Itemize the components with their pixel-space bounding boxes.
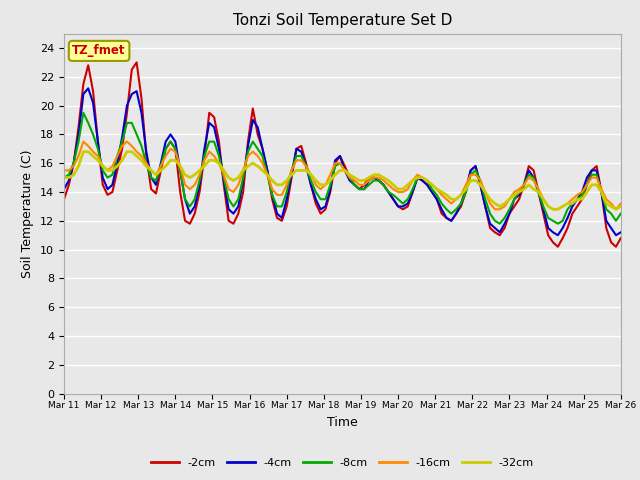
-32cm bbox=[254, 163, 262, 169]
-8cm bbox=[496, 221, 504, 227]
-16cm bbox=[520, 182, 528, 188]
-2cm bbox=[583, 182, 591, 188]
-16cm bbox=[404, 186, 412, 192]
Line: -4cm: -4cm bbox=[64, 88, 621, 235]
-8cm bbox=[520, 182, 528, 188]
-4cm bbox=[583, 175, 591, 180]
-2cm bbox=[438, 211, 445, 216]
-2cm bbox=[530, 168, 538, 173]
-16cm bbox=[79, 139, 87, 144]
-4cm bbox=[515, 192, 523, 198]
-2cm bbox=[617, 235, 625, 241]
-2cm bbox=[404, 204, 412, 209]
-2cm bbox=[60, 196, 68, 202]
-4cm bbox=[554, 232, 562, 238]
-8cm bbox=[404, 196, 412, 202]
-8cm bbox=[254, 146, 262, 152]
-2cm bbox=[254, 132, 262, 137]
-32cm bbox=[438, 189, 445, 195]
-4cm bbox=[60, 186, 68, 192]
-4cm bbox=[530, 175, 538, 180]
-2cm bbox=[132, 60, 140, 65]
-16cm bbox=[60, 168, 68, 173]
-32cm bbox=[60, 175, 68, 180]
-16cm bbox=[254, 153, 262, 159]
Text: TZ_fmet: TZ_fmet bbox=[72, 44, 126, 58]
-16cm bbox=[534, 186, 542, 192]
-32cm bbox=[549, 206, 557, 212]
Y-axis label: Soil Temperature (C): Soil Temperature (C) bbox=[22, 149, 35, 278]
Legend: -2cm, -4cm, -8cm, -16cm, -32cm: -2cm, -4cm, -8cm, -16cm, -32cm bbox=[147, 453, 538, 472]
Line: -2cm: -2cm bbox=[64, 62, 621, 247]
-32cm bbox=[617, 204, 625, 209]
-4cm bbox=[617, 229, 625, 235]
-32cm bbox=[404, 182, 412, 188]
Line: -32cm: -32cm bbox=[64, 152, 621, 209]
X-axis label: Time: Time bbox=[327, 416, 358, 429]
-16cm bbox=[491, 206, 499, 212]
-2cm bbox=[515, 196, 523, 202]
Title: Tonzi Soil Temperature Set D: Tonzi Soil Temperature Set D bbox=[233, 13, 452, 28]
-8cm bbox=[534, 189, 542, 195]
-4cm bbox=[438, 206, 445, 212]
-8cm bbox=[60, 175, 68, 180]
-8cm bbox=[438, 201, 445, 206]
Line: -16cm: -16cm bbox=[64, 142, 621, 209]
-16cm bbox=[583, 182, 591, 188]
-16cm bbox=[617, 201, 625, 206]
-4cm bbox=[404, 201, 412, 206]
-32cm bbox=[530, 186, 538, 192]
-4cm bbox=[84, 85, 92, 91]
-8cm bbox=[617, 211, 625, 216]
-16cm bbox=[438, 192, 445, 198]
Line: -8cm: -8cm bbox=[64, 113, 621, 224]
-8cm bbox=[583, 182, 591, 188]
-8cm bbox=[79, 110, 87, 116]
-4cm bbox=[254, 124, 262, 130]
-32cm bbox=[79, 149, 87, 155]
-32cm bbox=[515, 189, 523, 195]
-32cm bbox=[583, 189, 591, 195]
-2cm bbox=[554, 244, 562, 250]
